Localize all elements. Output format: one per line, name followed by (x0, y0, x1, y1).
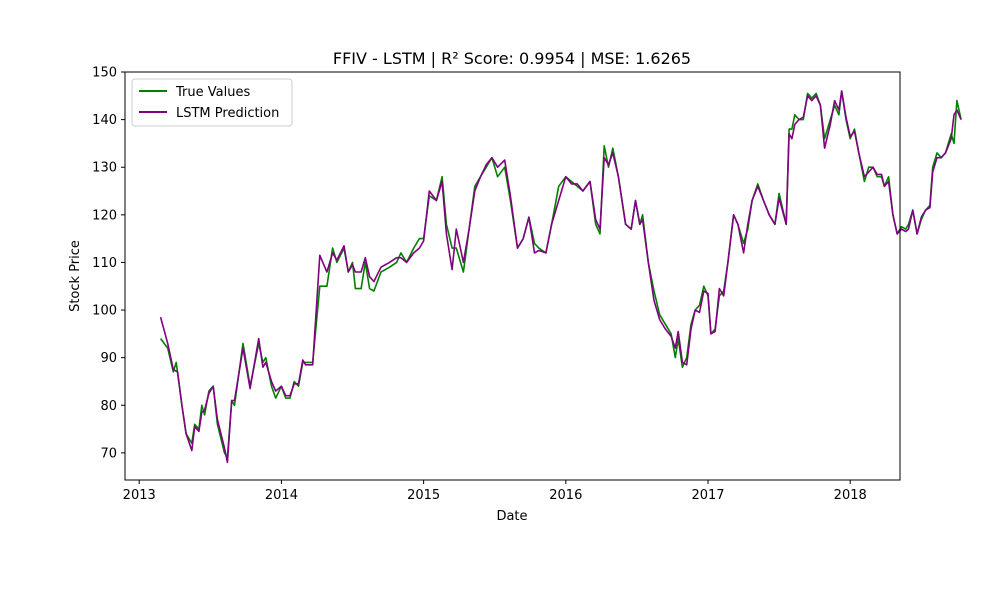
x-axis-label: Date (496, 509, 527, 524)
y-tick-label: 70 (100, 446, 117, 461)
y-axis-label: Stock Price (68, 240, 83, 312)
x-tick-label: 2017 (691, 488, 724, 503)
y-tick-label: 110 (92, 256, 117, 271)
y-tick-label: 150 (92, 66, 117, 81)
x-tick-label: 2013 (123, 488, 156, 503)
legend-label-true-values: True Values (175, 85, 250, 100)
y-tick-label: 80 (100, 399, 117, 414)
chart-title: FFIV - LSTM | R² Score: 0.9954 | MSE: 1.… (333, 49, 691, 68)
y-tick-label: 140 (92, 113, 117, 128)
y-tick-label: 130 (92, 161, 117, 176)
x-tick-label: 2014 (265, 488, 298, 503)
y-tick-label: 90 (100, 351, 117, 366)
x-tick-label: 2018 (834, 488, 867, 503)
x-tick-label: 2015 (407, 488, 440, 503)
legend: True Values LSTM Prediction (132, 79, 292, 126)
y-tick-label: 120 (92, 208, 117, 223)
legend-label-lstm-prediction: LSTM Prediction (176, 106, 279, 121)
x-tick-label: 2016 (549, 488, 582, 503)
y-tick-label: 100 (92, 304, 117, 319)
